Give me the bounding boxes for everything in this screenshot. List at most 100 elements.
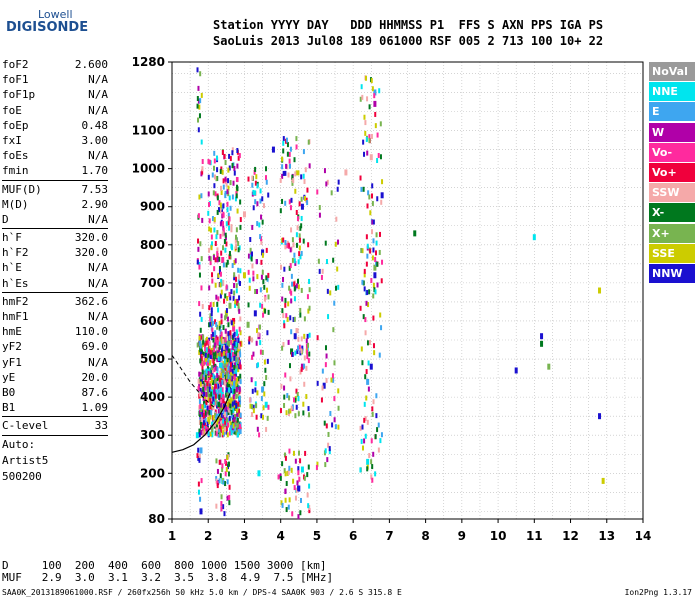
echo-texture [229,374,232,380]
echo-texture [286,470,289,476]
echo-texture [232,321,235,327]
echo-texture [202,375,205,381]
echo-texture [298,245,301,251]
echo-texture [207,202,210,208]
logo-line-1: Lowell [38,8,73,21]
echo-texture [236,407,239,413]
echo-texture [207,174,210,180]
echo-texture [281,173,284,179]
echo-texture [238,245,241,251]
echo-texture [288,448,291,454]
echo-texture [374,111,377,117]
echo-texture [284,471,287,477]
echo-point [199,508,203,515]
echo-texture [287,242,290,248]
echo-texture [261,252,264,258]
x-tick-label: 11 [526,529,543,543]
echo-texture [224,427,227,433]
echo-point [300,466,304,473]
echo-texture [234,238,237,244]
echo-texture [263,391,266,397]
echo-texture [223,298,226,304]
echo-texture [199,387,202,393]
echo-texture [213,183,216,189]
echo-texture [234,303,237,309]
echo-texture [337,179,340,185]
echo-texture [259,349,262,355]
echo-texture [220,506,223,512]
echo-texture [298,251,301,257]
echo-texture [259,302,262,308]
param-label: foF2 [2,58,29,71]
echo-texture [337,284,340,290]
param-label: foF1 [2,73,29,87]
echo-point [293,333,297,340]
echo-texture [289,247,292,253]
echo-texture [299,458,302,464]
echo-texture [228,407,231,413]
logo-line-2: DIGISONDE [6,20,89,35]
echo-texture [232,295,235,301]
echo-texture [218,427,221,433]
echo-texture [201,383,204,389]
echo-texture [333,360,336,366]
echo-texture [380,325,383,331]
echo-texture [293,157,296,163]
echo-texture [212,301,215,307]
echo-texture [226,295,229,301]
echo-texture [207,357,210,363]
echo-texture [371,183,374,189]
echo-texture [233,413,236,419]
echo-texture [290,298,293,304]
echo-texture [201,369,204,375]
echo-texture [210,245,213,251]
param-label: hmF1 [2,310,29,323]
echo-texture [198,272,201,278]
echo-texture [197,127,200,133]
echo-texture [260,396,263,402]
echo-texture [216,427,219,433]
echo-texture [212,396,215,402]
param-label: h`F2 [2,246,29,260]
echo-texture [212,373,215,379]
echo-texture [256,289,259,295]
echo-texture [262,203,265,209]
echo-texture [251,263,254,269]
echo-texture [200,139,203,145]
echo-texture [370,278,373,284]
echo-texture [258,222,261,228]
echo-texture [251,404,254,410]
echo-texture [213,387,216,393]
echo-texture [224,235,227,241]
echo-texture [372,399,375,405]
echo-texture [199,391,202,397]
echo-texture [219,168,222,174]
echo-texture [296,328,299,334]
param-row: hmE 110.0 [2,324,108,339]
echo-texture [199,343,202,349]
echo-texture [296,392,299,398]
echo-texture [197,117,200,123]
echo-texture [228,500,231,506]
echo-texture [367,190,370,196]
echo-texture [252,408,255,414]
echo-texture [281,198,284,204]
echo-texture [316,189,319,195]
echo-texture [219,293,222,299]
header-values: SaoLuis 2013 Jul08 189 061000 RSF 005 2 … [213,34,604,48]
echo-texture [337,388,340,394]
echo-texture [225,392,228,398]
echo-texture [204,356,207,362]
echo-texture [222,344,225,350]
echo-texture [217,432,220,438]
echo-texture [202,380,205,386]
echo-texture [220,278,223,284]
echo-texture [217,408,220,414]
muf-row: MUF 2.9 3.0 3.1 3.2 3.5 3.8 4.9 7.5 [MHz… [2,571,334,584]
echo-texture [224,160,227,166]
echo-texture [308,508,311,514]
echo-texture [234,388,237,394]
echo-texture [233,388,236,394]
echo-texture [282,342,285,348]
echo-texture [291,237,294,243]
